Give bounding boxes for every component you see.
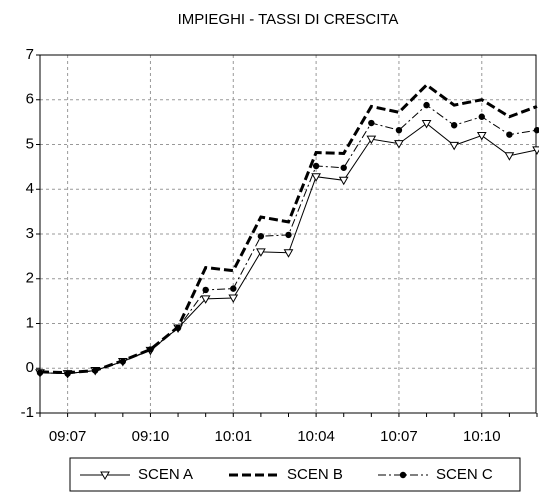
marker (450, 122, 458, 129)
marker (174, 324, 182, 332)
marker (283, 249, 294, 258)
y-tick-label: 7 (26, 46, 34, 63)
marker (423, 101, 430, 109)
x-tick-label: 10:04 (297, 428, 335, 445)
marker (200, 295, 211, 304)
y-tick-label: 4 (26, 180, 34, 197)
marker (257, 233, 265, 240)
plot-frame (39, 54, 537, 414)
marker (532, 146, 539, 155)
y-tick-label: 0 (26, 359, 34, 376)
legend-label: SCEN B (287, 466, 343, 483)
marker (506, 131, 513, 138)
marker (119, 358, 127, 365)
marker (100, 471, 110, 481)
marker (64, 370, 71, 377)
marker (312, 162, 320, 170)
marker (533, 126, 539, 134)
y-tick-label: 6 (26, 91, 34, 108)
marker (311, 173, 321, 182)
marker (36, 369, 44, 376)
marker (285, 231, 292, 239)
line (39, 122, 538, 375)
marker (340, 164, 347, 171)
marker (92, 367, 99, 374)
marker (230, 285, 237, 292)
y-tick-label: -1 (21, 404, 34, 421)
x-tick-label: 10:01 (215, 428, 253, 445)
marker (421, 119, 432, 129)
legend-box (69, 457, 521, 492)
y-tick-label: 1 (26, 314, 34, 331)
x-tick-label: 09:07 (49, 428, 87, 445)
legend-label: SCEN C (436, 466, 493, 483)
marker (202, 286, 209, 294)
legend-label: SCEN A (138, 466, 193, 483)
marker (449, 141, 460, 151)
y-tick-label: 3 (26, 225, 34, 242)
x-tick-label: 10:10 (463, 428, 501, 445)
chart-title: IMPIEGHI - TASSI DI CRESCITA (178, 11, 399, 28)
marker (147, 346, 154, 353)
marker (504, 152, 515, 161)
marker (478, 113, 485, 120)
marker (338, 176, 349, 186)
marker (256, 248, 266, 257)
line (39, 83, 538, 375)
x-tick-label: 09:10 (132, 428, 170, 445)
marker (394, 140, 404, 149)
marker (476, 132, 487, 141)
line (39, 104, 538, 375)
y-tick-label: 2 (26, 270, 34, 287)
marker (366, 135, 377, 145)
marker (368, 119, 375, 127)
y-tick-label: 5 (26, 135, 34, 152)
marker (228, 294, 239, 303)
marker (395, 126, 403, 134)
x-tick-label: 10:07 (380, 428, 418, 445)
marker (399, 471, 407, 479)
